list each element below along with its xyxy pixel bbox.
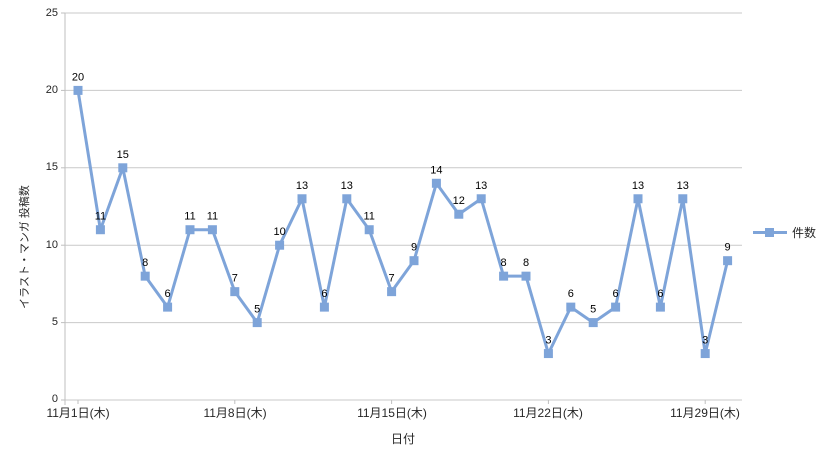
x-axis-title: 日付 [390, 432, 415, 446]
x-tick-label: 11月22日(木) [513, 406, 583, 420]
x-tick-label: 11月29日(木) [670, 406, 740, 420]
x-tick-label: 11月1日(木) [46, 406, 110, 420]
data-label: 13 [632, 180, 644, 192]
data-label: 7 [389, 273, 395, 285]
y-tick-label: 5 [51, 316, 58, 328]
y-tick-label: 20 [45, 84, 58, 96]
x-tick-label: 11月8日(木) [203, 406, 267, 420]
data-label: 20 [72, 71, 84, 83]
data-label: 5 [254, 304, 260, 316]
legend-series-label: 件数 [792, 226, 817, 240]
legend-series-marker-icon [753, 228, 787, 237]
y-tick-label: 0 [51, 393, 58, 405]
y-tick-label: 15 [45, 161, 58, 173]
data-label: 15 [117, 149, 129, 161]
data-label: 3 [702, 335, 708, 347]
data-label: 7 [232, 273, 238, 285]
data-label: 8 [142, 257, 148, 269]
data-label: 11 [95, 211, 106, 223]
data-label: 10 [273, 226, 285, 238]
data-label: 13 [296, 180, 308, 192]
data-label: 11 [207, 211, 218, 223]
data-label: 13 [677, 180, 689, 192]
data-label: 12 [453, 195, 465, 207]
data-label: 11 [184, 211, 195, 223]
y-tick-label: 25 [45, 7, 58, 19]
data-label: 9 [411, 242, 417, 254]
data-label: 9 [725, 242, 731, 254]
data-label: 6 [613, 288, 619, 300]
y-tick-label: 10 [45, 239, 58, 251]
data-label: 13 [341, 180, 353, 192]
data-label: 6 [165, 288, 171, 300]
data-label: 11 [363, 211, 374, 223]
data-label: 6 [568, 288, 574, 300]
data-label: 14 [430, 164, 442, 176]
data-label: 6 [321, 288, 327, 300]
data-label: 8 [523, 257, 529, 269]
legend: 件数 [753, 224, 816, 241]
data-label: 3 [545, 335, 551, 347]
data-label: 13 [475, 180, 487, 192]
data-label: 5 [590, 304, 596, 316]
legend-square-marker-icon [765, 228, 774, 237]
y-axis-title: イラスト・マンガ 投稿数 [19, 185, 31, 309]
data-label: 6 [657, 288, 663, 300]
data-label: 8 [501, 257, 507, 269]
x-tick-label: 11月15日(木) [357, 406, 427, 420]
